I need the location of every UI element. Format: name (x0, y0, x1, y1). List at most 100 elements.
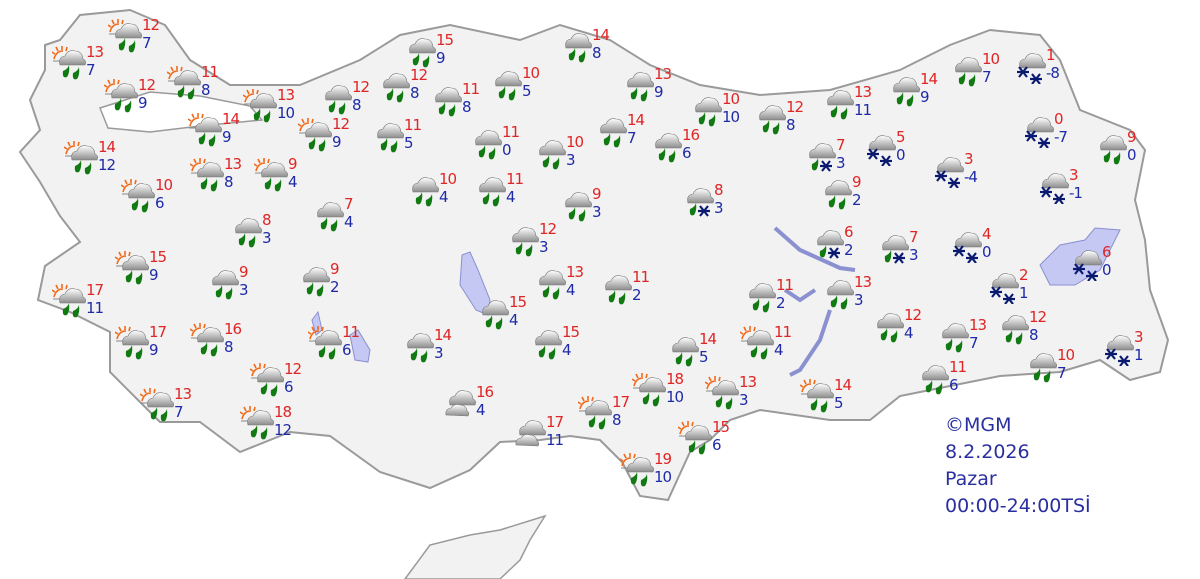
high-temp: 4 (982, 225, 991, 243)
forecast-station: 11 5 (370, 116, 430, 162)
high-temp: 16 (224, 320, 242, 338)
rain-icon (827, 90, 854, 120)
forecast-station: 11 6 (308, 323, 368, 369)
low-temp: 7 (969, 334, 978, 352)
forecast-station: 13 8 (190, 155, 250, 201)
rain-icon (827, 280, 854, 310)
high-temp: 11 (201, 63, 219, 81)
rain-icon (1100, 135, 1127, 165)
low-temp: 10 (654, 468, 672, 486)
high-temp: 12 (1029, 308, 1047, 326)
rain-icon (235, 218, 262, 248)
forecast-station: 13 7 (52, 43, 112, 89)
forecast-station: 10 5 (488, 64, 548, 110)
forecast-station: 12 8 (995, 308, 1055, 354)
rain-icon (942, 323, 969, 353)
low-temp: 6 (342, 341, 351, 359)
low-temp: 8 (410, 84, 419, 102)
period-label: 00:00-24:00TSİ (945, 495, 1091, 517)
low-temp: 4 (566, 281, 575, 299)
partly-cloudy-rain-icon (308, 326, 342, 360)
high-temp: 7 (909, 228, 918, 246)
partly-cloudy-rain-icon (52, 46, 86, 80)
low-temp: 8 (612, 411, 621, 429)
forecast-station: 17 9 (115, 323, 175, 369)
low-temp: 8 (352, 96, 361, 114)
low-temp: 3 (239, 281, 248, 299)
snow-icon (1040, 173, 1069, 204)
date-label: 8.2.2026 (945, 441, 1030, 463)
rain-icon (539, 270, 566, 300)
partly-cloudy-rain-icon (243, 89, 277, 123)
low-temp: 4 (344, 213, 353, 231)
high-temp: 13 (224, 155, 242, 173)
forecast-station: 16 6 (648, 126, 708, 172)
low-temp: -7 (1054, 128, 1068, 146)
high-temp: 10 (522, 64, 540, 82)
forecast-station: 18 12 (240, 403, 300, 449)
marmara-sea (99, 91, 264, 133)
forecast-station: 15 9 (115, 248, 175, 294)
low-temp: 3 (854, 291, 863, 309)
high-temp: 10 (1057, 346, 1075, 364)
low-temp: 12 (98, 156, 116, 174)
high-temp: 15 (436, 31, 454, 49)
high-temp: 3 (964, 150, 973, 168)
forecast-station: 15 6 (678, 418, 738, 464)
low-temp: 0 (1127, 146, 1136, 164)
rain-icon (893, 77, 920, 107)
high-temp: 11 (502, 123, 520, 141)
low-temp: -4 (964, 168, 978, 186)
high-temp: 8 (262, 211, 271, 229)
low-temp: 4 (562, 341, 571, 359)
high-temp: 10 (566, 133, 584, 151)
rain-icon (412, 177, 439, 207)
high-temp: 6 (1102, 243, 1111, 261)
high-temp: 12 (332, 115, 350, 133)
low-temp: -1 (1069, 184, 1083, 202)
lake-ataturk-dam (773, 226, 856, 377)
forecast-station: 14 8 (558, 26, 618, 72)
low-temp: 7 (86, 61, 95, 79)
high-temp: 14 (434, 326, 452, 344)
low-temp: 2 (330, 278, 339, 296)
low-temp: 9 (920, 88, 929, 106)
rain-icon (749, 283, 776, 313)
low-temp: 8 (224, 338, 233, 356)
high-temp: 19 (654, 450, 672, 468)
high-temp: 18 (274, 403, 292, 421)
low-temp: 4 (439, 188, 448, 206)
high-temp: 14 (222, 110, 240, 128)
forecast-station: 11 4 (740, 323, 800, 369)
forecast-station: 14 9 (188, 110, 248, 156)
high-temp: 9 (1127, 128, 1136, 146)
high-temp: 13 (86, 43, 104, 61)
forecast-station: 13 10 (243, 86, 303, 132)
high-temp: 11 (632, 268, 650, 286)
low-temp: 9 (436, 49, 445, 67)
forecast-station: 13 11 (820, 83, 880, 129)
partly-cloudy-rain-icon (104, 79, 138, 113)
sleet-icon (809, 143, 836, 172)
high-temp: 11 (342, 323, 360, 341)
high-temp: 2 (1019, 266, 1028, 284)
forecast-station: 10 7 (948, 50, 1008, 96)
low-temp: 9 (332, 133, 341, 151)
rain-icon (955, 57, 982, 87)
forecast-station: 15 9 (402, 31, 462, 77)
high-temp: 7 (836, 136, 845, 154)
low-temp: 6 (712, 436, 721, 454)
low-temp: 3 (909, 246, 918, 264)
partly-cloudy-rain-icon (678, 421, 712, 455)
high-temp: 17 (86, 281, 104, 299)
rain-icon (482, 300, 509, 330)
low-temp: 12 (274, 421, 292, 439)
snow-icon (1017, 53, 1046, 84)
rain-icon (407, 333, 434, 363)
high-temp: 6 (844, 223, 853, 241)
